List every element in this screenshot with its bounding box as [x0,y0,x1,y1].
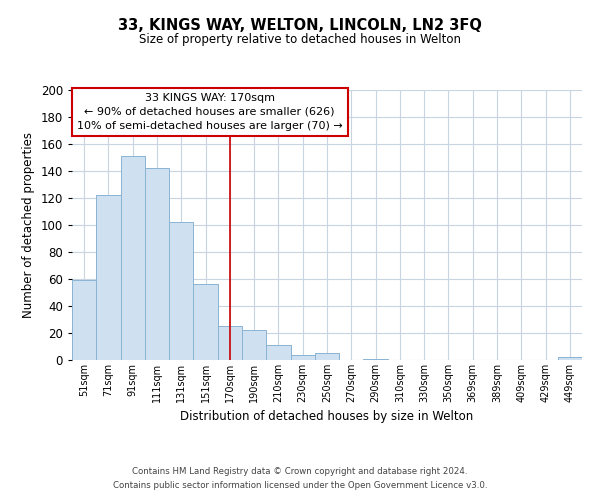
Bar [315,353,339,360]
Y-axis label: Number of detached properties: Number of detached properties [22,132,35,318]
Bar [193,284,218,360]
Text: Contains HM Land Registry data © Crown copyright and database right 2024.: Contains HM Land Registry data © Crown c… [132,467,468,476]
Bar [364,358,388,360]
Text: 33, KINGS WAY, WELTON, LINCOLN, LN2 3FQ: 33, KINGS WAY, WELTON, LINCOLN, LN2 3FQ [118,18,482,32]
Bar [558,358,582,360]
Bar [121,156,145,360]
Bar [218,326,242,360]
Text: Size of property relative to detached houses in Welton: Size of property relative to detached ho… [139,32,461,46]
Text: Contains public sector information licensed under the Open Government Licence v3: Contains public sector information licen… [113,481,487,490]
Bar [242,330,266,360]
Bar [72,280,96,360]
Text: 33 KINGS WAY: 170sqm
← 90% of detached houses are smaller (626)
10% of semi-deta: 33 KINGS WAY: 170sqm ← 90% of detached h… [77,92,343,130]
Bar [266,345,290,360]
Bar [145,168,169,360]
Bar [290,354,315,360]
X-axis label: Distribution of detached houses by size in Welton: Distribution of detached houses by size … [181,410,473,424]
Bar [169,222,193,360]
Bar [96,196,121,360]
